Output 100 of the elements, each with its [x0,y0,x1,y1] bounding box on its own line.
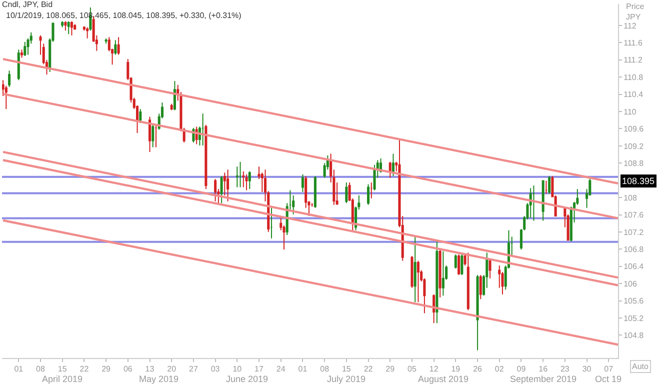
y-axis-title: Price JPY [626,2,645,22]
candlestick [24,41,26,57]
candlestick [301,174,304,192]
candlestick [70,20,73,36]
text: June 2019 [226,374,268,384]
candlestick [488,258,492,279]
candlestick [220,176,223,204]
text: 108.395 [622,176,655,186]
candlestick [248,170,251,190]
candlestick [542,180,544,222]
candlestick [414,236,416,303]
candlestick [239,161,242,188]
candlestick [170,103,173,111]
candlestick [204,124,208,190]
candlestick [214,178,217,202]
y-tick-label: 108.8 [624,158,644,168]
candlestick [20,49,24,58]
candlestick [202,113,204,146]
x-tick-label: 19 [451,364,461,374]
candlestick [367,184,370,206]
y-tick-label: 106 [624,279,638,288]
candlestick [529,188,532,218]
candlestick [104,38,108,44]
y-tick-label: 107.6 [624,210,644,220]
candlestick [61,20,64,28]
candlestick [458,254,460,276]
chart-title: Cndl, JPY, Bid [2,0,53,9]
candlestick [388,161,392,178]
x-tick-label: 13 [145,364,155,374]
candlestick [270,207,273,239]
candlestick [226,169,230,202]
candlestick [242,170,245,188]
y-tick-label: 109.6 [624,124,644,134]
candlestick [173,80,176,111]
candlestick [436,240,438,324]
x-tick-label: 12 [429,364,439,374]
y-tick-label: 105.6 [624,296,644,306]
x-tick-label: 02 [494,364,504,374]
candlestick [86,26,89,39]
candlestick [460,254,464,276]
candlestick [114,40,117,56]
candlestick [370,182,373,199]
x-tick-label: 22 [364,364,374,374]
candlestick [148,116,152,152]
text: July 2019 [327,374,366,384]
candlestick [345,182,348,204]
text: Auto [632,362,650,371]
x-tick-label: 08 [36,364,46,374]
y-tick-label: 106.8 [624,244,644,254]
x-tick-label: 27 [189,364,198,374]
candlestick [117,36,120,56]
x-tick-label: 08 [320,364,330,374]
x-tick-label: 22 [80,364,90,374]
candlestick [392,153,395,177]
y-tick-label: 108 [624,193,638,202]
x-tick-label: 24 [276,364,286,374]
x-tick-label: 10 [232,364,242,374]
y-tick-label: 110 [624,107,637,116]
x-tick-label: 06 [123,364,133,374]
candlestick [67,20,70,35]
candlestick [438,249,442,298]
candlestick [64,20,67,32]
candlestick [292,194,295,215]
y-tick-label: 106.4 [624,262,644,272]
candlestick [314,176,316,208]
y-tick-label: 112 [624,21,637,30]
x-tick-label: 16 [538,364,548,374]
x-tick-label: 03 [210,364,220,374]
candlestick [432,294,436,324]
x-tick-label: 29 [386,364,396,374]
x-tick-label: 29 [102,364,112,374]
candlestick [466,252,470,311]
candlestick [17,49,20,81]
x-tick-label: 23 [560,364,570,374]
y-tick-label: 111.2 [624,56,643,65]
y-tick-label: 109.2 [624,142,644,151]
x-tick-label: 15 [58,364,68,374]
y-tick-label: 107.2 [624,228,644,237]
x-tick-label: 17 [254,364,264,374]
candlestick [532,185,535,222]
x-tick-label: 01 [14,364,24,374]
candlestick [416,260,420,303]
text: September 2019 [510,374,577,384]
x-tick-label: 07 [604,364,614,374]
candlestick [245,174,248,191]
candlestick [476,274,479,351]
text: May 2019 [139,374,179,384]
x-tick-label: 26 [473,364,483,374]
candlestick [544,180,548,194]
x-tick-label: 20 [167,364,177,374]
y-tick-label: 110.8 [624,72,644,82]
candlestick [8,70,11,88]
text: August 2019 [418,374,469,384]
x-tick-label: 15 [342,364,352,374]
candlestick [373,164,376,191]
y-tick-label: 104.8 [624,331,644,340]
candlestick [154,124,158,148]
candlestick [479,274,482,300]
y-tick-label: 110.4 [624,90,644,100]
text: Oct 19 [595,374,622,384]
